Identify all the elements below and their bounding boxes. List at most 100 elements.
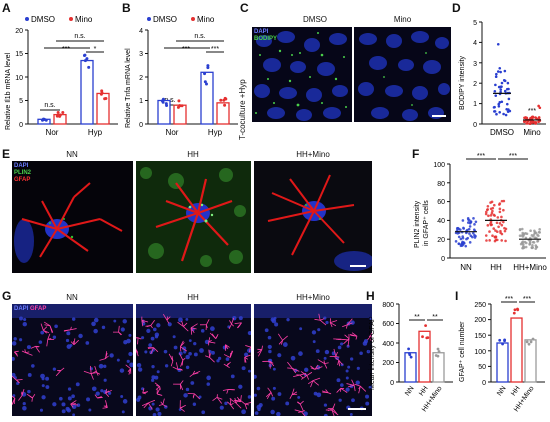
nucleus: [137, 367, 143, 372]
nucleus: [282, 342, 288, 347]
bar-a-1-0: [80, 59, 94, 125]
y-ticks-d: [479, 21, 482, 125]
astrocyte-process: [278, 340, 283, 345]
point-f-1: [489, 214, 493, 217]
point-f-1: [491, 234, 494, 238]
point-d-1: [526, 122, 529, 125]
astrocyte-process: [336, 388, 342, 393]
nucleus: [148, 343, 153, 348]
point-f-2: [522, 245, 525, 249]
nucleus: [27, 373, 32, 377]
astrocyte-process: [14, 350, 19, 353]
astrocyte-process: [166, 316, 171, 321]
nucleus: [22, 406, 27, 411]
point-f-1: [502, 199, 506, 203]
astrocyte-process: [238, 398, 246, 405]
sig-a-1: ***: [62, 46, 70, 53]
nucleus: [154, 332, 160, 337]
nucleus: [254, 411, 259, 415]
nucleus: [122, 319, 127, 324]
scale-bar-g: [348, 408, 366, 410]
nucleus: [146, 328, 151, 333]
astrocyte-process: [358, 386, 361, 394]
astrocyte-process: [327, 392, 332, 395]
point-b-1-0: [203, 80, 207, 84]
point-a-0-1: [61, 111, 65, 115]
point-f-0: [461, 219, 465, 222]
title-g-hhmino: HH+Mino: [296, 293, 330, 302]
bar-b-1-0: [200, 71, 214, 125]
astrocyte-process: [47, 333, 51, 340]
astrocyte-process: [162, 398, 165, 405]
astrocyte-process: [103, 405, 108, 408]
nucleus: [277, 392, 282, 396]
astrocyte-process: [141, 320, 144, 327]
point-a-1-0: [83, 53, 87, 57]
nucleus: [188, 351, 192, 356]
nucleus: [27, 389, 31, 394]
xcat-h-1: HH: [418, 385, 430, 397]
ytick-h-1: 200: [382, 360, 394, 367]
astrocyte-process: [12, 375, 17, 381]
nucleus: [52, 335, 57, 339]
nucleus: [69, 343, 73, 347]
nucleus: [312, 340, 316, 344]
scale-bar-e: [350, 265, 366, 267]
astrocyte-process: [105, 351, 108, 359]
nucleus: [91, 321, 96, 327]
astrocyte-process: [345, 324, 348, 329]
point-d-1: [528, 122, 532, 126]
point-d-0: [493, 110, 497, 113]
point-f-1: [485, 239, 488, 242]
nucleus: [152, 412, 157, 416]
astrocyte-process: [183, 322, 188, 327]
astrocyte-process: [287, 361, 293, 369]
xcat-d-0: DMSO: [490, 128, 514, 137]
nucleus: [299, 327, 303, 331]
point-b-0-1: [176, 105, 180, 109]
nucleus: [201, 410, 206, 415]
ylabel-d: BODIPY intensity: [459, 56, 466, 110]
nucleus: [54, 324, 58, 329]
astrocyte-process: [347, 338, 350, 347]
astrocyte-process: [128, 368, 132, 375]
nucleus: [183, 350, 187, 354]
ytick-d-3: 3: [473, 61, 477, 68]
astrocyte-process: [211, 333, 217, 339]
stain-label-g-dapi: DAPI: [14, 306, 29, 312]
point-h-1: [425, 336, 429, 340]
nucleus: [66, 331, 71, 336]
astrocyte-process: [105, 392, 110, 398]
nucleus: [157, 411, 162, 416]
astrocyte-e-hh: [140, 167, 246, 267]
micrograph-c-mino: [354, 27, 451, 122]
astrocyte-process: [322, 391, 329, 394]
nucleus: [347, 365, 351, 369]
nucleus: [45, 385, 50, 389]
cell-layer: [254, 304, 372, 318]
ytick-a-0: 0: [19, 122, 23, 129]
nucleus: [122, 399, 128, 404]
point-f-1: [492, 203, 496, 207]
nucleus: [256, 386, 261, 391]
astrocyte-process: [29, 395, 33, 399]
astrocyte-process: [94, 394, 98, 399]
point-f-1: [499, 229, 502, 233]
astrocyte-process: [317, 359, 325, 364]
astrocyte-process: [234, 397, 237, 404]
nucleus: [323, 403, 328, 407]
astrocyte-process: [347, 318, 353, 325]
point-f-1: [500, 239, 504, 242]
point-f-1: [486, 224, 490, 227]
astrocyte-process: [16, 379, 20, 384]
point-a-1-1: [100, 91, 104, 95]
astrocyte-process: [230, 404, 235, 410]
astrocyte-process: [70, 328, 77, 331]
astrocyte-process: [156, 387, 161, 395]
astrocyte-process: [150, 347, 155, 355]
astrocyte-process: [208, 349, 211, 358]
nucleus: [121, 410, 125, 414]
astrocyte-process: [323, 360, 325, 364]
nucleus: [185, 317, 189, 321]
